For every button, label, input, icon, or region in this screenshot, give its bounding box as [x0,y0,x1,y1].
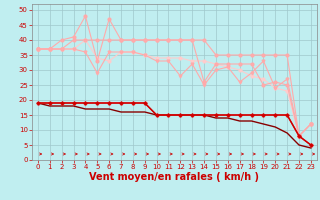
X-axis label: Vent moyen/en rafales ( km/h ): Vent moyen/en rafales ( km/h ) [89,172,260,182]
